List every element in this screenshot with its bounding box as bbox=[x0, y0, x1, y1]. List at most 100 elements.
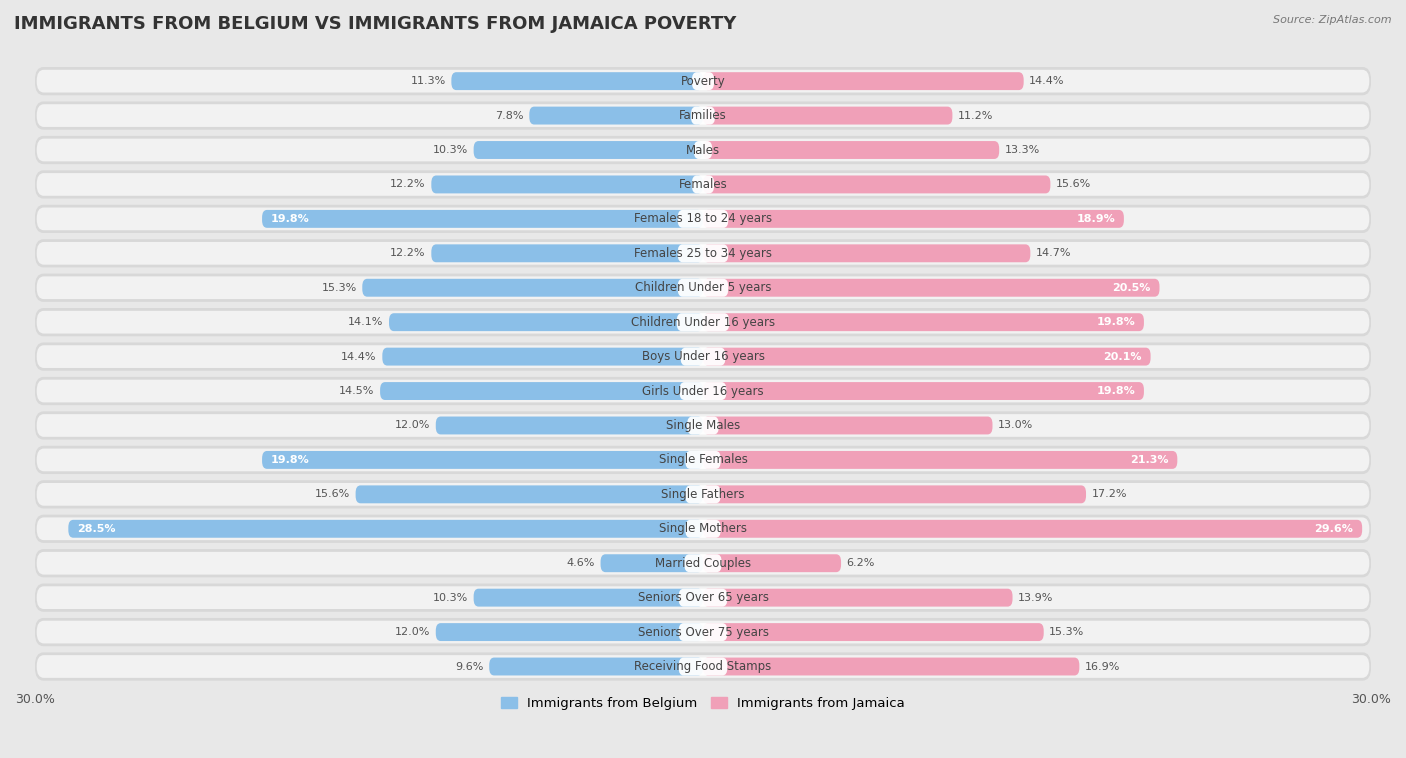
FancyBboxPatch shape bbox=[703, 244, 1031, 262]
Text: 14.1%: 14.1% bbox=[349, 317, 384, 327]
Text: 14.7%: 14.7% bbox=[1036, 249, 1071, 258]
FancyBboxPatch shape bbox=[69, 520, 703, 537]
FancyBboxPatch shape bbox=[389, 313, 703, 331]
Text: 10.3%: 10.3% bbox=[433, 145, 468, 155]
FancyBboxPatch shape bbox=[685, 520, 721, 537]
FancyBboxPatch shape bbox=[685, 451, 721, 469]
FancyBboxPatch shape bbox=[703, 107, 952, 124]
FancyBboxPatch shape bbox=[436, 417, 703, 434]
Text: Seniors Over 75 years: Seniors Over 75 years bbox=[637, 625, 769, 638]
Text: Boys Under 16 years: Boys Under 16 years bbox=[641, 350, 765, 363]
Text: 15.6%: 15.6% bbox=[1056, 180, 1091, 190]
Text: Single Fathers: Single Fathers bbox=[661, 488, 745, 501]
Text: 14.4%: 14.4% bbox=[1029, 76, 1064, 86]
FancyBboxPatch shape bbox=[693, 141, 713, 159]
FancyBboxPatch shape bbox=[382, 348, 703, 365]
Text: 12.0%: 12.0% bbox=[395, 421, 430, 431]
FancyBboxPatch shape bbox=[37, 586, 1369, 609]
FancyBboxPatch shape bbox=[37, 173, 1369, 196]
FancyBboxPatch shape bbox=[703, 589, 1012, 606]
Text: 18.9%: 18.9% bbox=[1076, 214, 1115, 224]
Text: Children Under 16 years: Children Under 16 years bbox=[631, 315, 775, 329]
Text: Married Couples: Married Couples bbox=[655, 556, 751, 570]
Text: 14.5%: 14.5% bbox=[339, 386, 374, 396]
FancyBboxPatch shape bbox=[690, 107, 716, 124]
Text: 13.0%: 13.0% bbox=[998, 421, 1033, 431]
FancyBboxPatch shape bbox=[262, 451, 703, 469]
FancyBboxPatch shape bbox=[363, 279, 703, 296]
FancyBboxPatch shape bbox=[35, 412, 1371, 440]
FancyBboxPatch shape bbox=[474, 141, 703, 159]
FancyBboxPatch shape bbox=[356, 485, 703, 503]
Text: Females 18 to 24 years: Females 18 to 24 years bbox=[634, 212, 772, 225]
Text: 11.2%: 11.2% bbox=[957, 111, 994, 121]
FancyBboxPatch shape bbox=[37, 380, 1369, 402]
FancyBboxPatch shape bbox=[678, 244, 728, 262]
FancyBboxPatch shape bbox=[37, 483, 1369, 506]
FancyBboxPatch shape bbox=[37, 70, 1369, 92]
Text: 13.9%: 13.9% bbox=[1018, 593, 1053, 603]
FancyBboxPatch shape bbox=[474, 589, 703, 606]
FancyBboxPatch shape bbox=[679, 623, 727, 641]
FancyBboxPatch shape bbox=[703, 210, 1123, 228]
FancyBboxPatch shape bbox=[37, 621, 1369, 644]
FancyBboxPatch shape bbox=[35, 136, 1371, 164]
FancyBboxPatch shape bbox=[688, 417, 718, 434]
FancyBboxPatch shape bbox=[692, 72, 714, 90]
Text: IMMIGRANTS FROM BELGIUM VS IMMIGRANTS FROM JAMAICA POVERTY: IMMIGRANTS FROM BELGIUM VS IMMIGRANTS FR… bbox=[14, 15, 737, 33]
Text: 13.3%: 13.3% bbox=[1005, 145, 1040, 155]
Legend: Immigrants from Belgium, Immigrants from Jamaica: Immigrants from Belgium, Immigrants from… bbox=[496, 691, 910, 715]
FancyBboxPatch shape bbox=[37, 104, 1369, 127]
FancyBboxPatch shape bbox=[703, 485, 1085, 503]
FancyBboxPatch shape bbox=[685, 554, 721, 572]
FancyBboxPatch shape bbox=[37, 449, 1369, 471]
Text: Families: Families bbox=[679, 109, 727, 122]
FancyBboxPatch shape bbox=[35, 446, 1371, 474]
FancyBboxPatch shape bbox=[681, 348, 725, 365]
FancyBboxPatch shape bbox=[35, 653, 1371, 681]
FancyBboxPatch shape bbox=[703, 623, 1043, 641]
FancyBboxPatch shape bbox=[678, 279, 728, 296]
Text: 29.6%: 29.6% bbox=[1315, 524, 1353, 534]
FancyBboxPatch shape bbox=[37, 139, 1369, 161]
FancyBboxPatch shape bbox=[35, 67, 1371, 96]
FancyBboxPatch shape bbox=[37, 345, 1369, 368]
FancyBboxPatch shape bbox=[432, 176, 703, 193]
Text: 9.6%: 9.6% bbox=[456, 662, 484, 672]
Text: 10.3%: 10.3% bbox=[433, 593, 468, 603]
Text: Single Females: Single Females bbox=[658, 453, 748, 466]
FancyBboxPatch shape bbox=[703, 141, 1000, 159]
FancyBboxPatch shape bbox=[679, 589, 727, 606]
Text: 20.5%: 20.5% bbox=[1112, 283, 1150, 293]
FancyBboxPatch shape bbox=[489, 657, 703, 675]
FancyBboxPatch shape bbox=[432, 244, 703, 262]
Text: 12.2%: 12.2% bbox=[391, 180, 426, 190]
FancyBboxPatch shape bbox=[35, 343, 1371, 371]
FancyBboxPatch shape bbox=[685, 485, 721, 503]
FancyBboxPatch shape bbox=[37, 277, 1369, 299]
Text: 14.4%: 14.4% bbox=[342, 352, 377, 362]
FancyBboxPatch shape bbox=[703, 348, 1150, 365]
FancyBboxPatch shape bbox=[35, 102, 1371, 130]
Text: 19.8%: 19.8% bbox=[271, 214, 309, 224]
FancyBboxPatch shape bbox=[37, 655, 1369, 678]
FancyBboxPatch shape bbox=[679, 657, 727, 675]
Text: 12.2%: 12.2% bbox=[391, 249, 426, 258]
FancyBboxPatch shape bbox=[451, 72, 703, 90]
FancyBboxPatch shape bbox=[37, 414, 1369, 437]
FancyBboxPatch shape bbox=[35, 308, 1371, 337]
Text: 4.6%: 4.6% bbox=[567, 558, 595, 568]
FancyBboxPatch shape bbox=[692, 176, 714, 193]
FancyBboxPatch shape bbox=[703, 417, 993, 434]
Text: 15.6%: 15.6% bbox=[315, 490, 350, 500]
FancyBboxPatch shape bbox=[35, 377, 1371, 406]
Text: 20.1%: 20.1% bbox=[1104, 352, 1142, 362]
FancyBboxPatch shape bbox=[380, 382, 703, 400]
FancyBboxPatch shape bbox=[529, 107, 703, 124]
Text: 17.2%: 17.2% bbox=[1091, 490, 1128, 500]
Text: 12.0%: 12.0% bbox=[395, 627, 430, 637]
FancyBboxPatch shape bbox=[35, 481, 1371, 509]
FancyBboxPatch shape bbox=[37, 518, 1369, 540]
FancyBboxPatch shape bbox=[35, 618, 1371, 647]
Text: 15.3%: 15.3% bbox=[322, 283, 357, 293]
